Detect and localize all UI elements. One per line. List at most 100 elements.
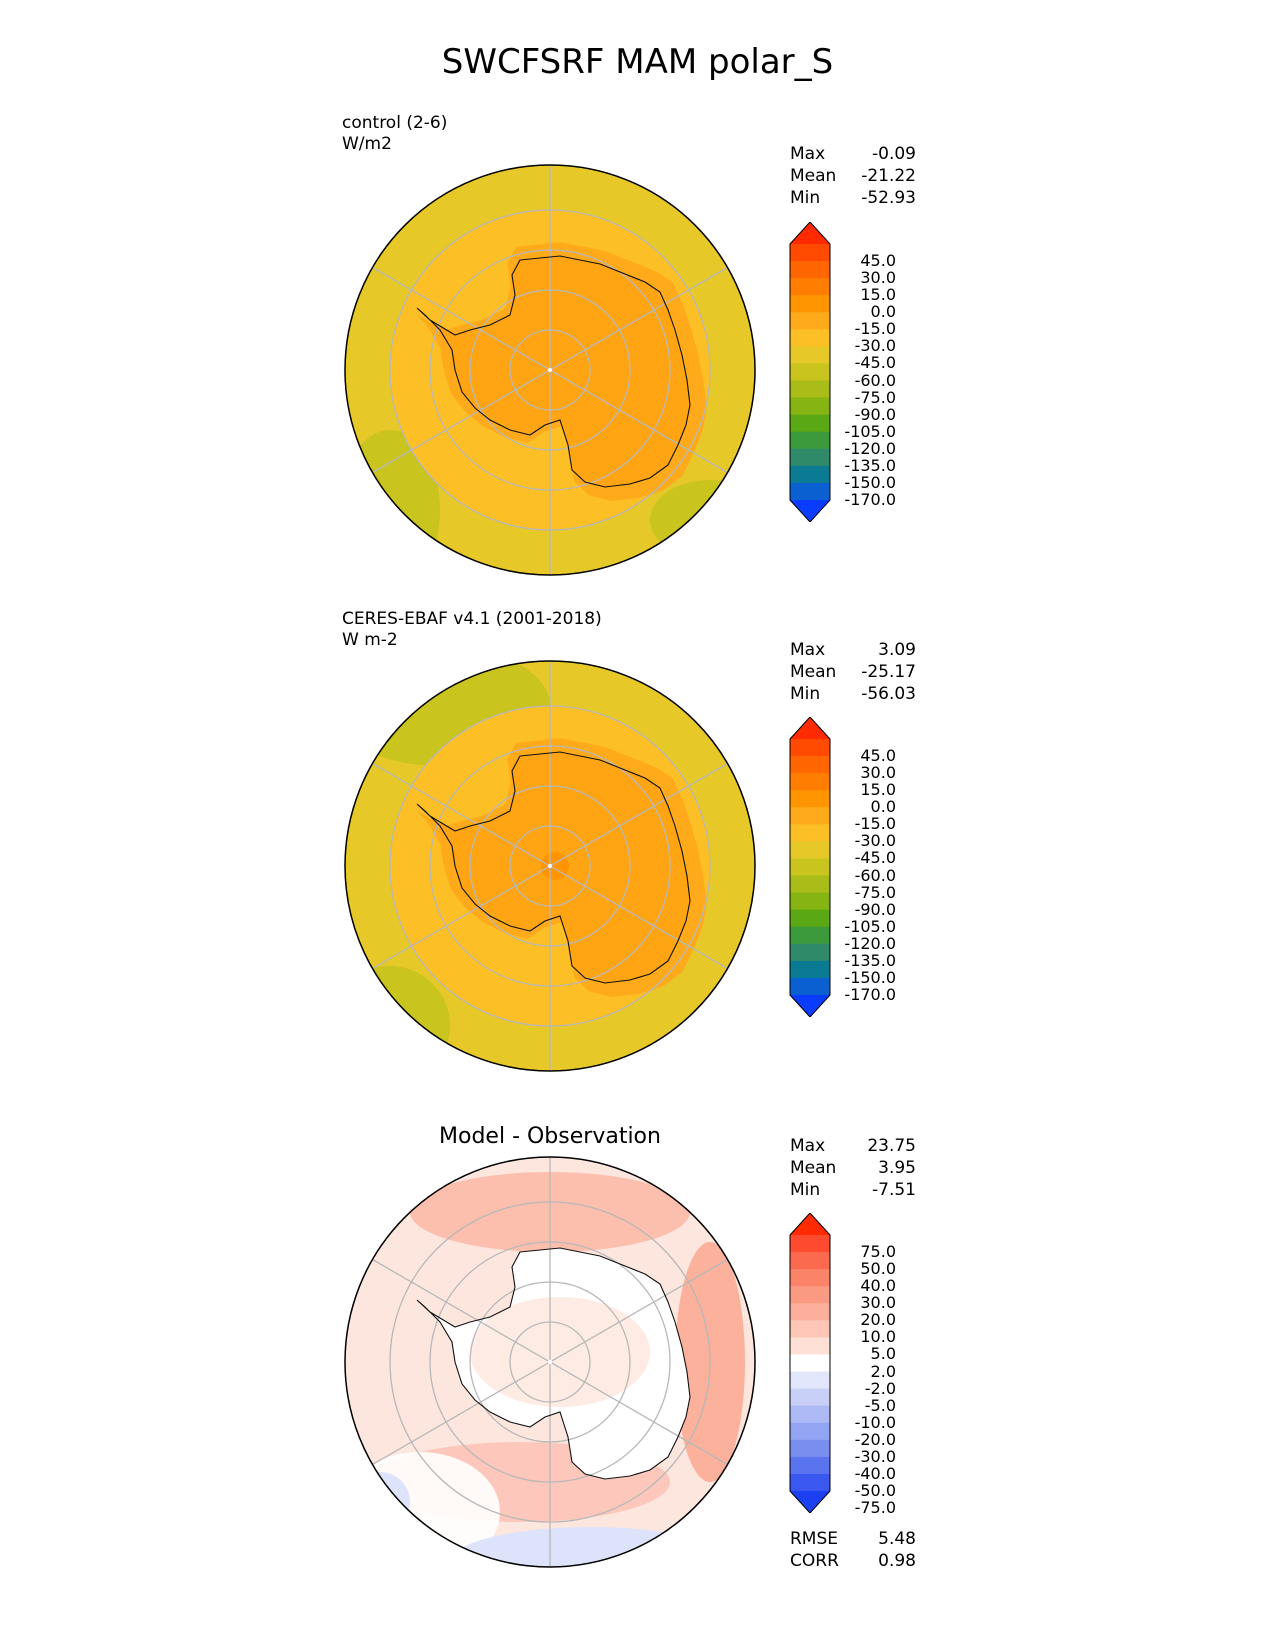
colorbar-segment — [790, 756, 830, 774]
rmse-label: RMSE — [790, 1529, 839, 1549]
colorbar-observation — [789, 717, 831, 1017]
colorbar-segment — [790, 1439, 830, 1458]
stat-mean-value: 3.95 — [878, 1158, 916, 1178]
colorbar-tick-label: -105.0 — [844, 916, 896, 936]
polar-map-difference — [344, 1156, 756, 1568]
stat-max-label: Max — [790, 640, 826, 660]
stat-max-label: Max — [790, 144, 826, 164]
panel-2-stats: Max 3.09 Mean -25.17 Min -56.03 — [790, 639, 916, 705]
colorbar-tick-label: -30.0 — [854, 831, 896, 851]
colorbar-tick-label: -170.0 — [844, 490, 896, 509]
colorbar-segment — [790, 465, 830, 484]
stat-max-value: 3.09 — [878, 640, 916, 660]
colorbar-difference — [789, 1213, 831, 1513]
colorbar-segment — [790, 892, 830, 911]
negative-anomaly-region — [450, 1527, 730, 1567]
colorbar-segment — [790, 261, 830, 279]
map-boundary — [344, 164, 756, 576]
colorbar-tick-label: 45.0 — [860, 251, 896, 271]
pole-marker — [548, 368, 552, 372]
colorbar-tick-label: 15.0 — [860, 780, 896, 800]
colorbar-tick-label: -15.0 — [854, 814, 896, 834]
colorbar-segment — [790, 790, 830, 808]
colorbar-tick-label: 75.0 — [860, 1242, 896, 1262]
panel-1-label: control (2-6) W/m2 — [342, 113, 447, 155]
colorbar-tick-label: -170.0 — [844, 985, 896, 1004]
stat-min-label: Min — [790, 188, 821, 208]
colorbar-segment — [790, 1354, 830, 1373]
colorbar-tick-label: -120.0 — [844, 933, 896, 953]
antarctica-coastline — [416, 1247, 691, 1480]
panel-2-units-label: W m-2 — [342, 630, 398, 650]
colorbar-tick-label: -5.0 — [864, 1395, 896, 1415]
colorbar-tick-label: -150.0 — [844, 472, 896, 492]
colorbar-tick-label: -75.0 — [854, 882, 896, 902]
pole-anomaly — [541, 852, 569, 880]
panel-2-label: CERES-EBAF v4.1 (2001-2018) W m-2 — [342, 609, 602, 651]
colorbar-tick-label: 2.0 — [870, 1361, 896, 1381]
colorbar-segment — [790, 875, 830, 894]
colorbar-tick-label: 10.0 — [860, 1327, 896, 1347]
pole-marker — [548, 1360, 552, 1364]
colorbar-tick-label: -135.0 — [844, 455, 896, 475]
colorbar-tick-label: -15.0 — [854, 319, 896, 339]
stat-min-value: -52.93 — [861, 188, 916, 208]
stat-min-label: Min — [790, 1180, 821, 1200]
colorbar-segment — [790, 1473, 830, 1492]
stat-max-value: -0.09 — [872, 144, 916, 164]
colorbar-tick-label: -45.0 — [854, 353, 896, 373]
stat-min-label: Min — [790, 684, 821, 704]
colorbar-segment — [790, 773, 830, 791]
colorbar-extend-bottom — [790, 500, 830, 522]
colorbar-tick-label: -40.0 — [854, 1463, 896, 1483]
colorbar-tick-label: -90.0 — [854, 404, 896, 424]
colorbar-tick-label: -150.0 — [844, 967, 896, 987]
colorbar-tick-label: -60.0 — [854, 370, 896, 390]
panel-1-stats: Max -0.09 Mean -21.22 Min -52.93 — [790, 143, 916, 209]
colorbar-segment — [790, 909, 830, 928]
panel-3-stats: Max 23.75 Mean 3.95 Min -7.51 — [790, 1135, 916, 1201]
colorbar-segment — [790, 824, 830, 842]
colorbar-outline — [789, 1213, 831, 1513]
figure-title: SWCFSRF MAM polar_S — [441, 42, 834, 82]
colorbar-tick-label: -120.0 — [844, 438, 896, 458]
colorbar-outline — [789, 222, 831, 522]
stat-min-value: -7.51 — [872, 1180, 916, 1200]
colorbar-segment — [790, 363, 830, 382]
colorbar-tick-label: -30.0 — [854, 1446, 896, 1466]
colorbar-extend-top — [790, 222, 830, 244]
colorbar-extend-bottom — [790, 995, 830, 1017]
colorbar-segment — [790, 380, 830, 399]
colorbar-segment — [790, 1405, 830, 1424]
colorbar-tick-label: 0.0 — [870, 302, 896, 322]
colorbar-tick-label: -60.0 — [854, 865, 896, 885]
colorbar-segment — [790, 431, 830, 450]
colorbar-tick-label: -75.0 — [854, 1498, 896, 1518]
colorbar-tick-label: -50.0 — [854, 1481, 896, 1500]
colorbar-segment — [790, 329, 830, 347]
colorbar-tick-label: 15.0 — [860, 285, 896, 305]
stat-mean-label: Mean — [790, 662, 837, 682]
colorbar-tick-label: 45.0 — [860, 746, 896, 766]
colorbar-tick-label: 30.0 — [860, 1293, 896, 1313]
rmse-value: 5.48 — [878, 1529, 916, 1549]
colorbar-tick-label: 30.0 — [860, 268, 896, 288]
colorbar-segment — [790, 397, 830, 416]
colorbar-segment — [790, 1337, 830, 1355]
map-boundary — [344, 660, 756, 1072]
colorbar-segment — [790, 482, 830, 501]
low-value-region — [345, 966, 450, 1071]
colorbar-tick-label: -20.0 — [854, 1429, 896, 1449]
colorbar-tick-label: 5.0 — [870, 1344, 896, 1364]
colorbar-segment — [790, 278, 830, 296]
colorbar-segment — [790, 1388, 830, 1407]
colorbar-tick-label: 30.0 — [860, 763, 896, 783]
colorbar-extend-bottom — [790, 1491, 830, 1513]
polar-map-observation — [344, 660, 756, 1072]
colorbar-segment — [790, 960, 830, 979]
colorbar-tick-label: -90.0 — [854, 899, 896, 919]
colorbar-tick-label: -75.0 — [854, 387, 896, 407]
colorbar-segment — [790, 414, 830, 433]
colorbar-segment — [790, 312, 830, 330]
stat-min-value: -56.03 — [861, 684, 916, 704]
